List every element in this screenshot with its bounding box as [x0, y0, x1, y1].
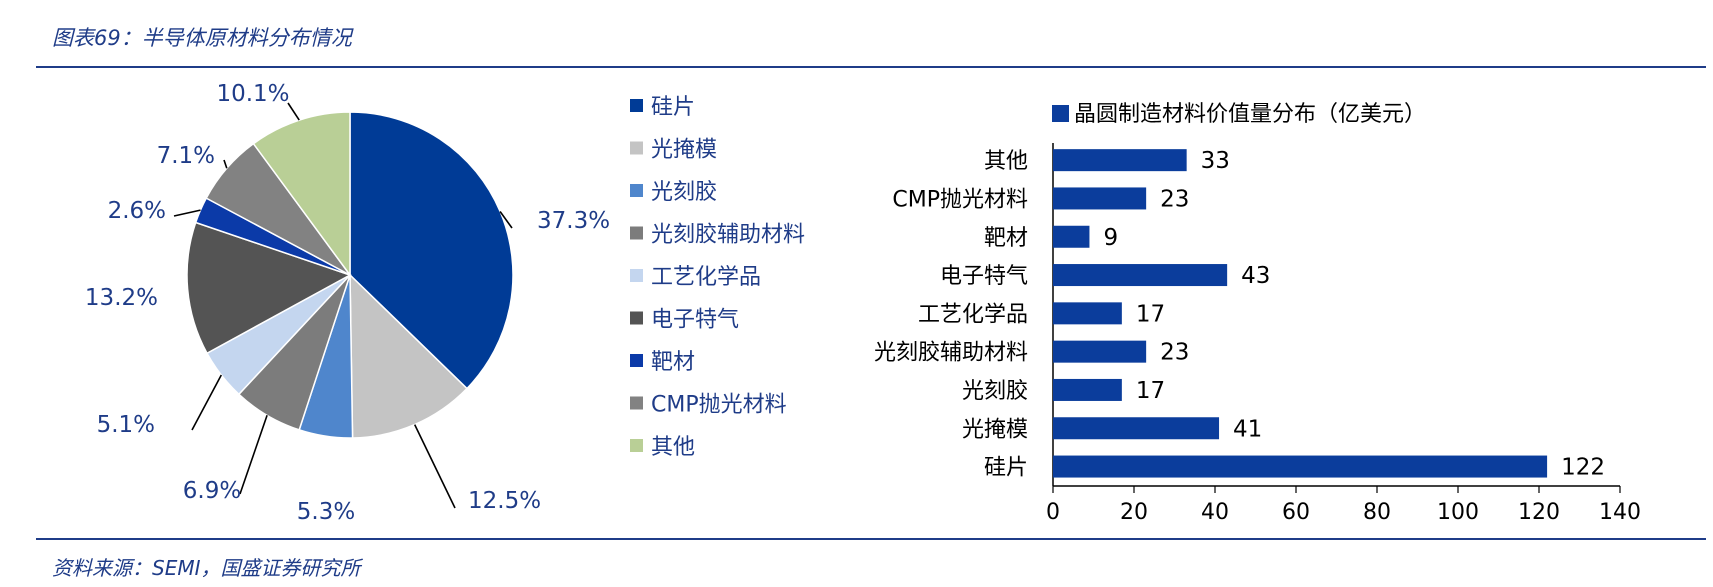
bar-value-label-8: 122 — [1561, 455, 1605, 481]
pie-leader-line-4 — [191, 374, 223, 431]
bar-value-label-3: 43 — [1241, 263, 1270, 289]
bar-category-label-2: 靶材 — [984, 226, 1028, 251]
legend-swatch-2 — [630, 184, 643, 197]
bar-3 — [1053, 264, 1228, 287]
legend-label-5: 电子特气 — [651, 308, 739, 333]
bar-chart: 晶圆制造材料价值量分布（亿美元） 0 20 40 60 80 100 120 140 其他 33 CM… — [874, 102, 1641, 525]
bar-value-label-4: 17 — [1136, 301, 1165, 327]
pie-leader-line-1 — [413, 424, 456, 509]
legend-label-1: 光掩模 — [651, 138, 717, 163]
top-rule — [36, 66, 1706, 68]
bar-value-label-1: 23 — [1160, 186, 1189, 212]
legend-label-2: 光刻胶 — [651, 180, 717, 205]
pie-slice-1 — [349, 273, 469, 439]
bar-8 — [1053, 455, 1548, 478]
pie-data-label-4: 5.1% — [97, 412, 155, 438]
x-tick-label-2: 40 — [1201, 500, 1229, 525]
pie-leader-line-6 — [173, 209, 201, 217]
bar-category-label-5: 光刻胶辅助材料 — [874, 341, 1028, 366]
pie-data-label-1: 12.5% — [468, 488, 541, 514]
pie-data-label-5: 13.2% — [85, 285, 158, 311]
bar-legend-label: 晶圆制造材料价值量分布（亿美元） — [1074, 102, 1426, 127]
bar-category-label-0: 其他 — [984, 149, 1028, 174]
x-tick-label-0: 0 — [1046, 500, 1060, 525]
legend-swatch-4 — [630, 269, 643, 282]
pie-leader-line-7 — [223, 159, 228, 169]
source-note: 资料来源：SEMI，国盛证券研究所 — [52, 556, 361, 580]
figure-title: 图表69：半导体原材料分布情况 — [52, 26, 352, 50]
bar-category-label-3: 电子特气 — [940, 264, 1028, 289]
legend-swatch-5 — [630, 311, 643, 325]
legend-swatch-1 — [630, 141, 643, 155]
bar-2 — [1053, 225, 1090, 248]
legend-label-0: 硅片 — [651, 95, 695, 120]
pie-data-label-8: 10.1% — [216, 81, 289, 107]
pie-data-label-2: 5.3% — [297, 499, 355, 525]
pie-chart: 37.3% 12.5% 5.3% 6.9% 5.1% 13.2% 2.6% 7.1% 10.1% — [85, 81, 610, 525]
legend-swatch-7 — [630, 396, 643, 410]
x-tick-label-3: 60 — [1282, 500, 1310, 525]
bar-value-label-7: 41 — [1233, 416, 1262, 442]
legend-label-6: 靶材 — [651, 350, 695, 375]
pie-data-label-3: 6.9% — [183, 478, 241, 504]
legend-label-8: 其他 — [651, 435, 695, 460]
bar-category-label-4: 工艺化学品 — [918, 302, 1028, 327]
bar-category-label-8: 硅片 — [984, 456, 1028, 481]
pie-data-label-7: 7.1% — [157, 143, 215, 169]
bar-5 — [1053, 340, 1147, 363]
x-tick-label-6: 120 — [1518, 500, 1560, 525]
bar-6 — [1053, 378, 1122, 401]
bar-category-label-1: CMP抛光材料 — [892, 187, 1028, 212]
x-tick-label-7: 140 — [1599, 500, 1641, 525]
bar-category-label-7: 光掩模 — [962, 417, 1028, 442]
bar-0 — [1053, 149, 1187, 172]
bar-7 — [1053, 417, 1220, 440]
pie-data-label-6: 2.6% — [108, 198, 166, 224]
bar-value-label-0: 33 — [1201, 148, 1230, 174]
legend-label-3: 光刻胶辅助材料 — [651, 223, 805, 248]
legend-swatch-0 — [630, 99, 643, 112]
bar-legend-swatch — [1052, 105, 1069, 122]
legend-label-4: 工艺化学品 — [651, 265, 761, 290]
x-tick-label-4: 80 — [1363, 500, 1391, 525]
bar-value-label-6: 17 — [1136, 378, 1165, 404]
legend-swatch-6 — [630, 354, 643, 367]
bar-4 — [1053, 302, 1122, 325]
bar-1 — [1053, 187, 1147, 210]
bottom-rule — [36, 538, 1706, 540]
pie-slice-8 — [252, 111, 351, 278]
pie-leader-line-3 — [239, 415, 268, 495]
pie-leader-line-8 — [287, 102, 300, 121]
pie-leader-line-0 — [499, 211, 513, 229]
pie-data-label-0: 37.3% — [537, 208, 610, 234]
legend-label-7: CMP抛光材料 — [651, 393, 787, 418]
x-tick-label-5: 100 — [1437, 500, 1479, 525]
bar-category-label-6: 光刻胶 — [962, 379, 1028, 404]
legend-swatch-3 — [630, 226, 643, 240]
legend-swatch-8 — [630, 439, 643, 452]
bar-value-label-2: 9 — [1103, 225, 1118, 251]
bar-value-label-5: 23 — [1160, 340, 1189, 366]
pie-slice-5 — [186, 221, 352, 355]
x-tick-label-1: 20 — [1120, 500, 1148, 525]
